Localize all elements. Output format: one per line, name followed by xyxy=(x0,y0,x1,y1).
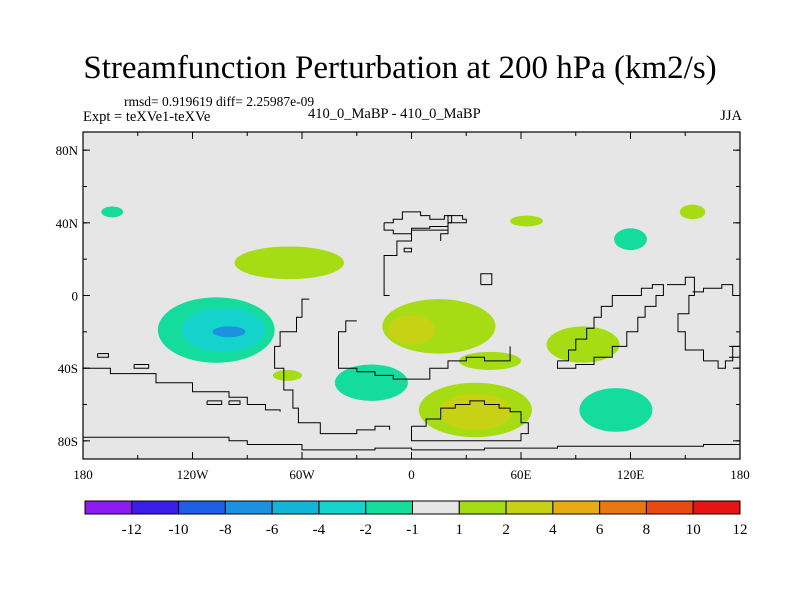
colorbar-swatch xyxy=(692,500,741,515)
colorbar-label: -4 xyxy=(313,522,326,538)
colorbar-label: -8 xyxy=(219,522,232,538)
colorbar-swatch xyxy=(458,500,507,515)
colorbar-swatch xyxy=(84,500,133,515)
y-tick-label: 40N xyxy=(56,216,79,231)
coastline-small-island-5 xyxy=(206,400,223,405)
coastline-small-island-7 xyxy=(729,345,740,358)
colorbar-label: -6 xyxy=(266,522,279,538)
colorbar-label: 4 xyxy=(549,522,557,538)
coastline-north-atlantic-island xyxy=(383,211,453,235)
colorbar-label: 8 xyxy=(643,522,651,538)
colorbar-swatch xyxy=(365,500,414,515)
x-tick-label: 0 xyxy=(408,467,415,482)
colorbar-label: -10 xyxy=(169,522,189,538)
coastline-small-island-6 xyxy=(228,400,241,405)
contour-region-positive-15 xyxy=(679,204,706,220)
colorbar-label: 10 xyxy=(686,522,701,538)
experiment-label: Expt = teXVe1-teXVe xyxy=(83,109,211,125)
coastline-east-asia-coast xyxy=(667,276,740,369)
contour-region-positive-6 xyxy=(546,326,620,363)
x-tick-label: 120W xyxy=(177,467,210,482)
contour-region-positive-7 xyxy=(510,215,543,227)
season-label: JJA xyxy=(720,108,742,124)
coastline-antarctic-peninsula xyxy=(83,436,740,451)
colorbar-label: 6 xyxy=(596,522,604,538)
case-label: 410_0_MaBP - 410_0_MaBP xyxy=(308,106,481,122)
coastline-india-sea xyxy=(557,284,664,369)
contour-region-negative-11 xyxy=(334,364,408,401)
contour-region-negative-13 xyxy=(614,228,647,251)
x-tick-label: 120E xyxy=(617,467,645,482)
x-tick-label: 180 xyxy=(73,467,93,482)
colorbar-swatch xyxy=(599,500,647,515)
x-tick-label: 60E xyxy=(511,467,532,482)
contour-region-negative-10 xyxy=(212,326,246,338)
coastline-small-island-2 xyxy=(480,273,493,286)
colorbar-label: -1 xyxy=(406,522,419,538)
coastline-south-america-west xyxy=(274,298,391,435)
colorbar-swatch xyxy=(505,500,554,515)
colorbar-swatch xyxy=(552,500,601,515)
colorbar-swatch xyxy=(412,500,460,515)
colorbar-swatch xyxy=(178,500,226,515)
contour-region-negative-12 xyxy=(579,388,653,432)
colorbar-swatch xyxy=(131,500,180,515)
coastline-small-island-4 xyxy=(133,364,150,369)
contour-region-positive-0 xyxy=(234,246,344,280)
colorbar-swatch xyxy=(318,500,367,515)
colorbar-label: 2 xyxy=(502,522,510,538)
y-tick-label: 0 xyxy=(72,289,79,304)
coastline-south-america-central xyxy=(338,320,511,380)
y-tick-label: 80S xyxy=(58,434,78,449)
colorbar-label: 1 xyxy=(456,522,464,538)
colorbar-swatch xyxy=(271,500,320,515)
contour-region-positive-2 xyxy=(387,315,436,345)
coastline-pacific-ridge-west xyxy=(83,367,281,412)
x-tick-label: 60W xyxy=(289,467,315,482)
colorbar-swatch xyxy=(645,500,694,515)
rmsd-diff-label: rmsd= 0.919619 diff= 2.25987e-09 xyxy=(124,94,315,109)
x-tick-label: 180 xyxy=(730,467,750,482)
colorbar-label: 12 xyxy=(733,522,748,538)
y-tick-label: 80N xyxy=(56,143,79,158)
coastline-small-island-3 xyxy=(97,353,109,358)
colorbar-swatch xyxy=(224,500,273,515)
y-tick-label: 40S xyxy=(58,361,78,376)
colorbar-label: -2 xyxy=(359,522,372,538)
contour-region-positive-16 xyxy=(272,369,302,381)
colorbar-label: -12 xyxy=(122,522,142,538)
contour-region-negative-14 xyxy=(101,206,124,218)
contour-region-positive-4 xyxy=(438,393,512,430)
coastline-southern-africa xyxy=(411,400,529,442)
coastline-small-island-1 xyxy=(403,247,412,253)
chart-title: Streamfunction Perturbation at 200 hPa (… xyxy=(83,50,717,86)
